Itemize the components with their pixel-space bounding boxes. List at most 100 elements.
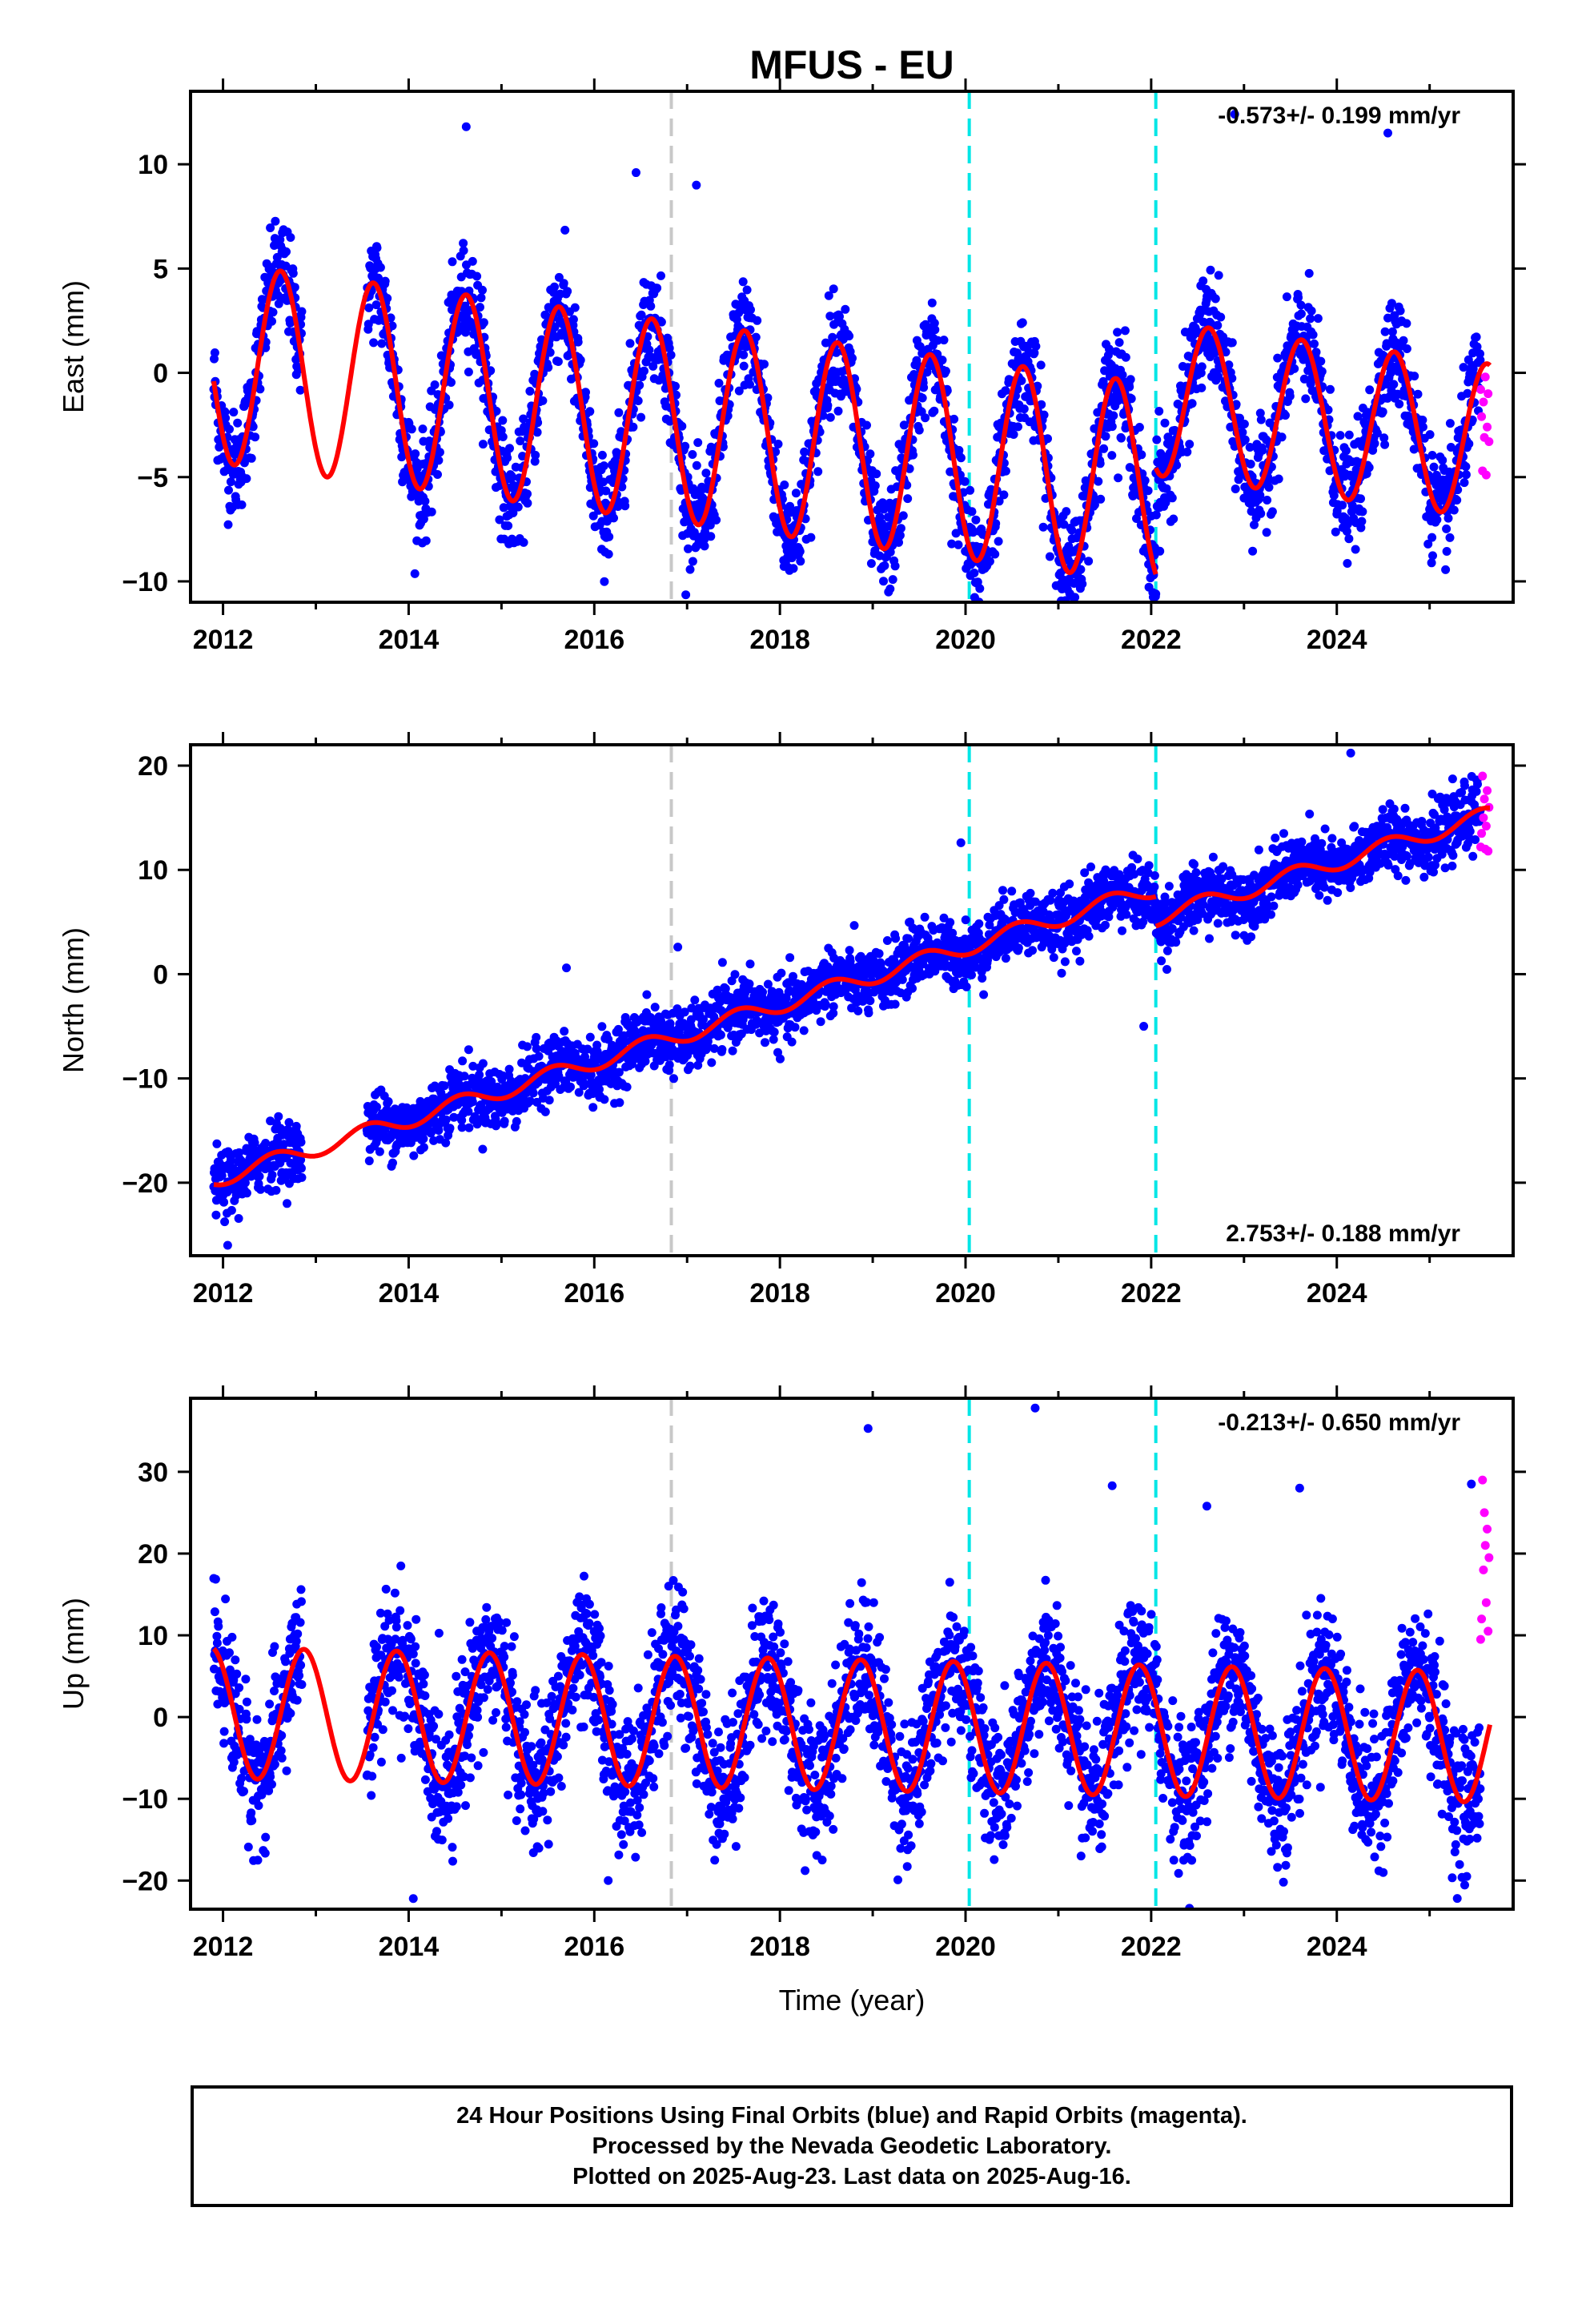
north-rapid-point-3	[1478, 771, 1488, 781]
up-x-axis-label: Time (year)	[779, 1984, 926, 2016]
north-outlier-point-4	[673, 943, 683, 952]
up-rapid-point-8	[1483, 1524, 1492, 1534]
east-y-tick-label--5: −5	[137, 463, 168, 493]
north-rapid-point-2	[1477, 829, 1487, 838]
east-y-tick-label-10: 10	[138, 150, 168, 180]
up-model-curve	[211, 1647, 1492, 1804]
north-rate-label: 2.753+/- 0.188 mm/yr	[1226, 1220, 1460, 1247]
east-model-curve	[211, 268, 1492, 576]
east-panel: 2012 2014 2016 2018 2020 2022 2024 −10 −5 0 5 10 Eas…	[57, 78, 1526, 655]
up-rate-label: -0.213+/- 0.650 mm/yr	[1218, 1409, 1460, 1436]
figure-title: MFUS - EU	[749, 42, 954, 87]
east-x-tick-label-2024: 2024	[1307, 625, 1367, 655]
up-y-tick-label-20: 20	[138, 1539, 168, 1570]
east-plot-area	[209, 91, 1494, 602]
up-outlier-point-3	[1107, 1481, 1117, 1490]
up-rapid-point-10	[1484, 1553, 1494, 1562]
east-rapid-point-7	[1481, 470, 1491, 480]
east-rate-label: -0.573+/- 0.199 mm/yr	[1218, 103, 1460, 129]
up-outlier-point-8	[1462, 1872, 1472, 1881]
north-outlier-point-5	[562, 963, 572, 973]
east-rapid-point-1	[1476, 384, 1485, 394]
north-x-tick-label-2024: 2024	[1307, 1278, 1367, 1309]
north-rapid-point-7	[1481, 822, 1491, 831]
east-outlier-point-5	[1383, 128, 1392, 138]
north-y-axis-label: North (mm)	[57, 927, 90, 1073]
east-x-tick-label-2022: 2022	[1121, 625, 1182, 655]
up-x-tick-label-2016: 2016	[564, 1932, 624, 1962]
up-y-axis-label: Up (mm)	[57, 1598, 90, 1710]
footer-line-1: 24 Hour Positions Using Final Orbits (bl…	[456, 2103, 1247, 2129]
footer-line-2: Processed by the Nevada Geodetic Laborat…	[592, 2133, 1112, 2159]
up-rapid-point-3	[1478, 1475, 1488, 1485]
up-rapid-point-2	[1477, 1614, 1487, 1624]
up-rapid-point-9	[1484, 1626, 1493, 1636]
east-x-tick-label-2014: 2014	[379, 625, 440, 655]
up-y-tick-label--10: −10	[122, 1784, 168, 1815]
north-x-tick-label-2020: 2020	[935, 1278, 996, 1309]
north-rapid-point-8	[1483, 786, 1492, 795]
up-y-tick-label-0: 0	[153, 1703, 168, 1733]
north-plot-area	[209, 745, 1494, 1256]
north-x-tick-label-2014: 2014	[379, 1278, 440, 1309]
east-rapid-point-2	[1477, 412, 1487, 421]
east-outlier-point-6	[1151, 589, 1161, 599]
east-y-tick-label-0: 0	[153, 359, 168, 389]
up-y-tick-label--20: −20	[122, 1866, 168, 1896]
up-x-tick-label-2012: 2012	[193, 1932, 254, 1962]
north-x-tick-label-2012: 2012	[193, 1278, 254, 1309]
north-panel: 2012 2014 2016 2018 2020 2022 2024 −20 −10 0 10 20 N…	[57, 732, 1526, 1309]
up-plot-area	[209, 1398, 1494, 1909]
east-x-tick-label-2018: 2018	[749, 625, 810, 655]
up-outlier-point-9	[1202, 1502, 1211, 1511]
up-outlier-point-7	[604, 1876, 613, 1885]
east-outlier-point-4	[1230, 110, 1239, 119]
east-x-tick-label-2020: 2020	[935, 625, 996, 655]
up-outlier-point-4	[1295, 1483, 1304, 1493]
up-panel: 2012 2014 2016 2018 2020 2022 2024 −20 −10 0 10 20 3…	[57, 1385, 1526, 2016]
up-rapid-orbit-points	[1476, 1475, 1494, 1644]
north-y-tick-label-10: 10	[138, 855, 168, 886]
up-x-tick-label-2024: 2024	[1307, 1932, 1367, 1962]
north-outlier-point-1	[1346, 748, 1355, 758]
processing-note-box: 24 Hour Positions Using Final Orbits (bl…	[191, 2085, 1513, 2207]
east-y-tick-label-5: 5	[153, 254, 168, 284]
east-outlier-point-1	[461, 122, 471, 131]
up-rapid-point-1	[1476, 1634, 1485, 1644]
north-final-orbit-points	[209, 748, 1485, 1250]
north-y-tick-label-0: 0	[153, 959, 168, 990]
up-rapid-point-6	[1480, 1541, 1490, 1550]
east-frame	[189, 90, 1515, 604]
up-outlier-point-2	[1030, 1403, 1040, 1413]
up-frame	[189, 1397, 1515, 1911]
north-model-curve	[212, 805, 1492, 1188]
north-outlier-point-3	[1139, 1022, 1149, 1031]
east-rapid-point-10	[1484, 436, 1494, 446]
north-x-tick-label-2018: 2018	[749, 1278, 810, 1309]
east-final-orbit-points	[209, 110, 1485, 602]
east-rapid-orbit-points	[1476, 372, 1494, 480]
east-y-axis-label: East (mm)	[57, 280, 90, 413]
up-x-tick-label-2022: 2022	[1121, 1932, 1182, 1962]
north-rapid-point-5	[1480, 794, 1489, 804]
east-rapid-point-8	[1483, 422, 1492, 432]
footer-line-3: Plotted on 2025-Aug-23. Last data on 202…	[572, 2164, 1131, 2189]
up-outlier-point-5	[1467, 1479, 1476, 1489]
up-outlier-point-6	[408, 1894, 418, 1904]
east-outlier-point-3	[692, 180, 701, 190]
up-x-tick-label-2020: 2020	[935, 1932, 996, 1962]
east-rapid-point-6	[1480, 372, 1490, 382]
up-final-orbit-cloud	[209, 1561, 1485, 1909]
east-y-tick-label--10: −10	[122, 567, 168, 597]
north-y-tick-label-20: 20	[138, 751, 168, 782]
east-outlier-point-2	[631, 168, 640, 178]
north-outlier-point-6	[223, 1240, 232, 1250]
east-rapid-point-4	[1479, 397, 1488, 407]
up-rapid-point-5	[1480, 1508, 1489, 1518]
up-y-tick-label-10: 10	[138, 1621, 168, 1651]
up-rapid-point-7	[1481, 1598, 1491, 1607]
up-x-tick-label-2014: 2014	[379, 1932, 440, 1962]
north-x-tick-label-2016: 2016	[564, 1278, 624, 1309]
north-rapid-point-4	[1479, 813, 1488, 822]
